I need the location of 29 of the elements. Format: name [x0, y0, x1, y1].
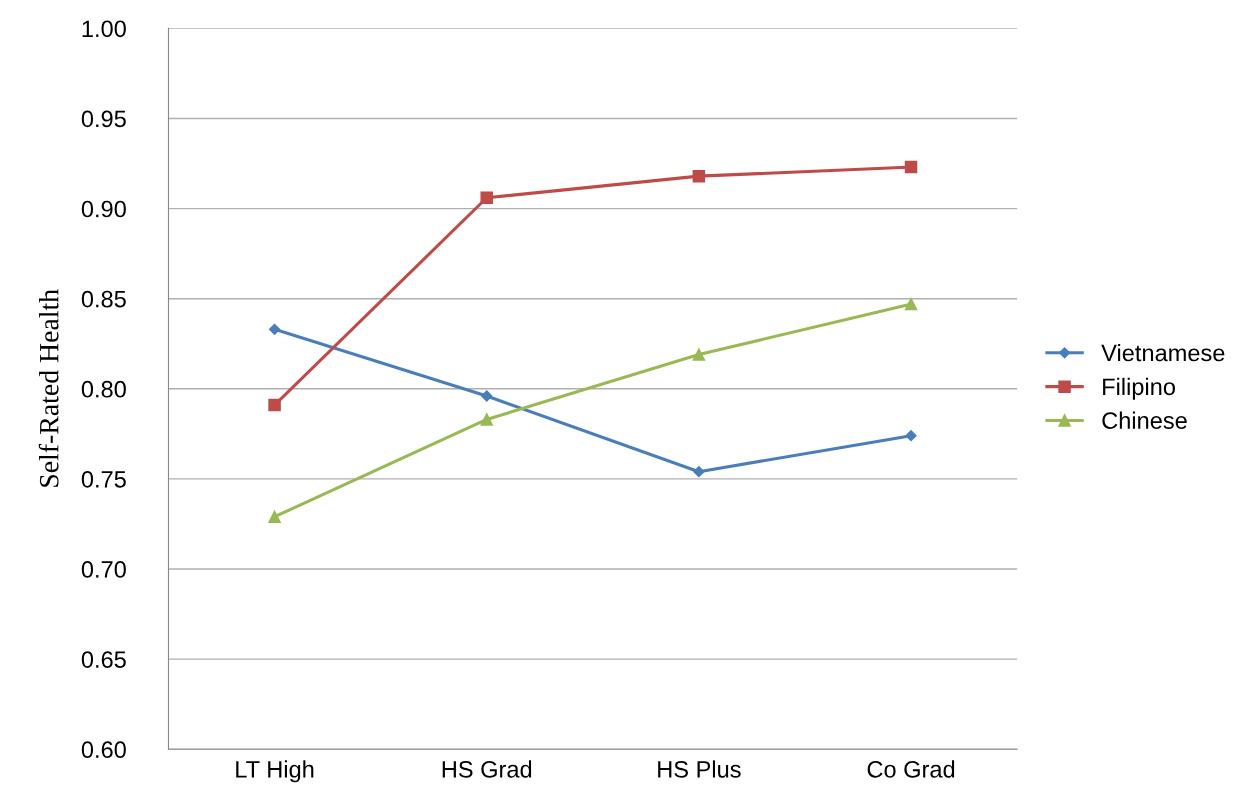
y-tick-label: 0.60	[81, 741, 126, 759]
point	[268, 323, 281, 335]
y-tick-label: 0.90	[81, 200, 126, 218]
y-tick-label: 0.95	[81, 110, 126, 128]
y-tick-label: 0.65	[81, 651, 126, 668]
point	[268, 398, 281, 412]
point	[480, 191, 493, 205]
point	[481, 390, 493, 402]
point	[692, 348, 706, 361]
point	[905, 430, 917, 442]
x-tick-label: Co Grad	[867, 760, 955, 778]
y-tick-label: 0.85	[81, 290, 126, 308]
legend-label: Vietnamese	[1101, 343, 1225, 362]
point	[693, 466, 705, 478]
x-tick-label: HS Plus	[658, 760, 741, 778]
x-tick-label: LT High	[236, 760, 314, 783]
point	[692, 169, 706, 183]
legend-label: Chinese	[1102, 411, 1187, 429]
x-tick-label: HS Grad	[442, 760, 532, 778]
y-tick-label: 1.00	[82, 20, 126, 38]
point	[904, 160, 918, 174]
y-axis-title: Self-Rated Health	[38, 289, 59, 487]
point	[904, 297, 918, 311]
point	[268, 510, 281, 524]
y-tick-label: 0.75	[81, 470, 126, 488]
legend-label: Filipino	[1103, 377, 1175, 400]
y-tick-label: 0.70	[81, 561, 126, 578]
point	[480, 413, 493, 426]
y-tick-label: 0.80	[81, 380, 126, 398]
